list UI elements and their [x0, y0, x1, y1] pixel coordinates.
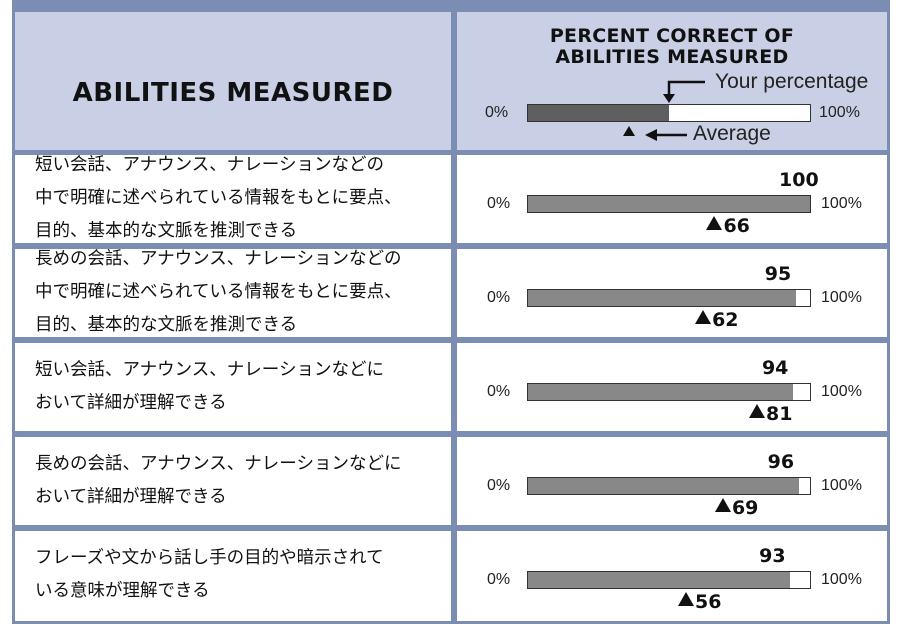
- ability-description: 短い会話、アナウンス、ナレーションなどの 中で明確に述べられている情報をもとに要点…: [35, 149, 402, 248]
- scale-max-label: 100%: [821, 477, 862, 494]
- ability-description-cell: 長めの会話、アナウンス、ナレーションなどに おいて詳細が理解できる: [15, 437, 451, 525]
- scale-max-label: 100%: [821, 289, 862, 306]
- ability-description-cell: フレーズや文から話し手の目的や暗示されて いる意味が理解できる: [15, 531, 451, 621]
- your-score-value: 96: [767, 451, 795, 473]
- average-score-value: 81: [766, 403, 793, 425]
- average-marker-icon: [749, 404, 766, 418]
- score-bar-fill: [528, 478, 799, 494]
- percent-correct-title: PERCENT CORRECT OF ABILITIES MEASURED: [457, 26, 887, 68]
- score-bar: [527, 289, 811, 307]
- score-bar-fill: [528, 384, 794, 400]
- ability-score-cell: 0% 100% 96 69: [457, 437, 887, 525]
- average-marker-icon: [706, 216, 723, 230]
- score-bar-fill: [528, 572, 791, 588]
- ability-description-line: おいて詳細が理解できる: [35, 393, 227, 413]
- scale-min-label: 0%: [487, 477, 511, 494]
- score-bar: [527, 571, 811, 589]
- ability-score-cell: 0% 100% 100 66: [457, 155, 887, 243]
- average-score-value: 66: [723, 215, 750, 237]
- scale-max-label: 100%: [821, 195, 862, 212]
- your-score-value: 95: [764, 263, 792, 285]
- ability-description-line: おいて詳細が理解できる: [35, 487, 227, 507]
- average-score-value: 69: [731, 497, 759, 519]
- legend-max: 100%: [819, 104, 860, 121]
- header-row: ABILITIES MEASURED PERCENT CORRECT OF AB…: [15, 12, 887, 150]
- your-score-value: 94: [761, 357, 789, 379]
- ability-score-cell: 0% 100% 94 81: [457, 343, 887, 431]
- scale-min-label: 0%: [487, 289, 511, 306]
- average-arrow-icon: [645, 129, 687, 141]
- score-bar: [527, 195, 811, 213]
- score-bar: [527, 477, 811, 495]
- ability-score-cell: 0% 100% 95 62: [457, 249, 887, 337]
- scale-min-label: 0%: [487, 195, 511, 212]
- score-bar: [527, 383, 811, 401]
- average-marker-icon: [678, 592, 695, 606]
- legend-average: Average: [693, 122, 771, 145]
- legend-bar: [527, 104, 811, 122]
- ability-description-line: 目的、基本的な文脈を推測できる: [35, 221, 298, 241]
- ability-row: 短い会話、アナウンス、ナレーションなどに おいて詳細が理解できる 0% 100% 94 8…: [15, 343, 887, 431]
- legend-average-marker-icon: [623, 126, 636, 136]
- scale-max-label: 100%: [821, 571, 862, 588]
- ability-row: 長めの会話、アナウンス、ナレーションなどに おいて詳細が理解できる 0% 100% 96…: [15, 437, 887, 525]
- ability-description-line: 中で明確に述べられている情報をもとに要点、: [35, 282, 402, 302]
- your-percentage-arrow-icon: [663, 80, 705, 103]
- ability-description-line: いる意味が理解できる: [35, 581, 210, 601]
- average-score-value: 56: [695, 591, 722, 613]
- average-marker-icon: [714, 498, 731, 512]
- ability-description-line: 長めの会話、アナウンス、ナレーションなどの: [35, 249, 402, 269]
- legend-your-percentage: Your percentage: [715, 70, 869, 93]
- ability-description-line: 短い会話、アナウンス、ナレーションなどに: [35, 360, 384, 380]
- legend-min: 0%: [485, 104, 509, 121]
- score-bar-fill: [528, 290, 796, 306]
- ability-row: 短い会話、アナウンス、ナレーションなどの 中で明確に述べられている情報をもとに要点…: [15, 155, 887, 243]
- score-bar-fill: [528, 196, 810, 212]
- ability-description-line: 中で明確に述べられている情報をもとに要点、: [35, 188, 402, 208]
- abilities-measured-title: ABILITIES MEASURED: [72, 78, 394, 108]
- percent-header-cell: PERCENT CORRECT OF ABILITIES MEASURED Yo…: [457, 12, 887, 150]
- average-marker-icon: [695, 310, 712, 324]
- your-score-value: 93: [759, 545, 786, 567]
- ability-description-line: 目的、基本的な文脈を推測できる: [35, 315, 298, 335]
- ability-description: 長めの会話、アナウンス、ナレーションなどの 中で明確に述べられている情報をもとに要…: [35, 243, 402, 342]
- ability-description: 長めの会話、アナウンス、ナレーションなどに おいて詳細が理解できる: [35, 448, 401, 514]
- ability-description-line: 長めの会話、アナウンス、ナレーションなどに: [35, 454, 402, 474]
- ability-row: 長めの会話、アナウンス、ナレーションなどの 中で明確に述べられている情報をもとに要…: [15, 249, 887, 337]
- scale-min-label: 0%: [487, 383, 511, 400]
- ability-description-cell: 長めの会話、アナウンス、ナレーションなどの 中で明確に述べられている情報をもとに要…: [15, 249, 451, 337]
- abilities-header-cell: ABILITIES MEASURED: [15, 12, 451, 150]
- ability-description-cell: 短い会話、アナウンス、ナレーションなどの 中で明確に述べられている情報をもとに要点…: [15, 155, 451, 243]
- ability-description: 短い会話、アナウンス、ナレーションなどに おいて詳細が理解できる: [35, 354, 384, 420]
- ability-description-line: 短い会話、アナウンス、ナレーションなどの: [35, 155, 384, 175]
- percent-title-line1: PERCENT CORRECT OF: [549, 25, 795, 47]
- ability-score-cell: 0% 100% 93 56: [457, 531, 887, 621]
- ability-description-line: フレーズや文から話し手の目的や暗示されて: [35, 548, 384, 568]
- scale-max-label: 100%: [821, 383, 862, 400]
- ability-description-cell: 短い会話、アナウンス、ナレーションなどに おいて詳細が理解できる: [15, 343, 451, 431]
- ability-row: フレーズや文から話し手の目的や暗示されて いる意味が理解できる 0% 100% 93 56: [15, 531, 887, 621]
- percent-title-line2: ABILITIES MEASURED: [555, 46, 789, 68]
- ability-description: フレーズや文から話し手の目的や暗示されて いる意味が理解できる: [35, 542, 384, 608]
- your-score-value: 100: [779, 169, 819, 191]
- legend-bar-fill: [528, 105, 669, 121]
- average-score-value: 62: [712, 309, 739, 331]
- scale-min-label: 0%: [487, 571, 511, 588]
